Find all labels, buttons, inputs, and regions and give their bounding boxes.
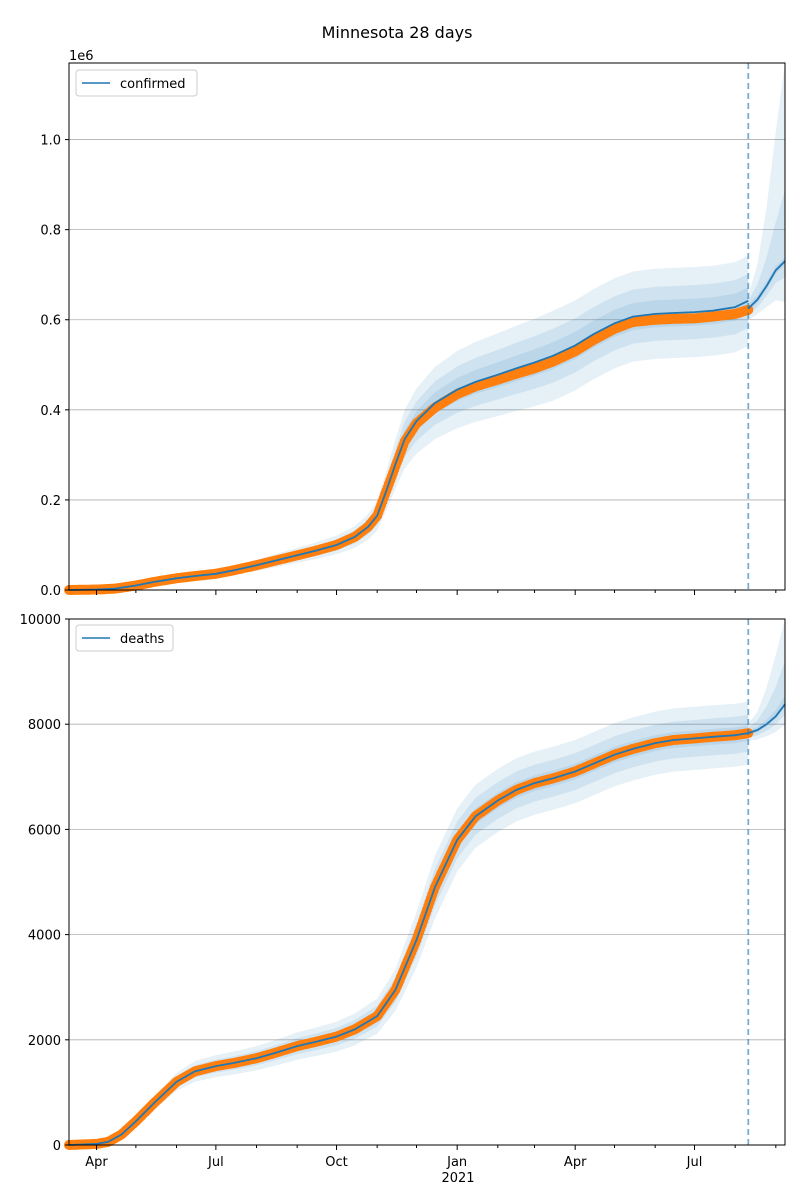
deaths-legend-label: deaths — [120, 632, 165, 647]
deaths-panel: 0 2000 4000 6000 8000 10000 Apr Jul Oct Jan Apr Ju… — [20, 613, 786, 1170]
deaths-legend[interactable]: deaths — [75, 624, 174, 652]
confirmed-forecast-line — [747, 260, 786, 310]
deaths-y-ticks: 0 2000 4000 6000 8000 10000 — [20, 613, 69, 1154]
x-tick-label: Apr — [85, 1155, 108, 1170]
confirmed-y-ticks: 0.0 0.2 0.4 0.6 0.8 1.0 — [40, 134, 69, 599]
deaths-lines — [68, 619, 786, 1146]
deaths-grid — [69, 618, 785, 1041]
confirmed-y-tick-label: 0.8 — [40, 224, 61, 239]
x-tick-label: Oct — [325, 1155, 347, 1170]
deaths-y-tick-label: 10000 — [20, 613, 61, 628]
deaths-y-tick-label: 4000 — [28, 929, 61, 944]
confirmed-legend[interactable]: confirmed — [75, 69, 198, 97]
deaths-y-tick-label: 6000 — [28, 823, 61, 838]
confirmed-y-tick-label: 1.0 — [40, 134, 61, 149]
figure-title: Minnesota 28 days — [322, 23, 473, 42]
confirmed-forecast-band — [748, 63, 785, 320]
deaths-y-tick-label: 2000 — [28, 1034, 61, 1049]
confirmed-fit-line — [68, 299, 749, 591]
confirmed-axes-frame — [68, 62, 786, 591]
confirmed-y-tick-label: 0.0 — [40, 584, 61, 599]
confirmed-x-ticks — [96, 590, 777, 595]
deaths-band — [69, 714, 749, 1145]
confirmed-y-tick-label: 0.6 — [40, 314, 61, 329]
confirmed-forecast-band — [748, 190, 785, 316]
deaths-legend-box — [75, 624, 174, 652]
deaths-band — [69, 701, 749, 1145]
deaths-forecast-band — [748, 660, 785, 738]
x-tick-label: Jul — [686, 1155, 703, 1170]
deaths-forecast-band — [748, 619, 785, 741]
deaths-forecast-line — [748, 703, 786, 734]
confirmed-panel: 0.0 0.2 0.4 0.6 0.8 1.0 1e6 confirmed — [40, 49, 786, 599]
x-tick-label: Jul — [207, 1155, 224, 1170]
deaths-bands — [69, 619, 785, 1145]
confirmed-y-tick-label: 0.4 — [40, 404, 61, 419]
confirmed-band — [69, 255, 749, 591]
confirmed-legend-label: confirmed — [120, 77, 186, 92]
deaths-axes-frame — [68, 618, 786, 1146]
x-axis-year-label: 2021 — [441, 1171, 474, 1186]
x-tick-label: Jan — [446, 1155, 467, 1170]
confirmed-bands — [69, 63, 785, 591]
confirmed-grid — [69, 139, 785, 501]
deaths-y-tick-label: 8000 — [28, 718, 61, 733]
confirmed-observed-point — [743, 304, 754, 315]
confirmed-offset-label: 1e6 — [69, 49, 94, 64]
confirmed-lines — [68, 63, 786, 591]
deaths-fit-line — [68, 732, 749, 1146]
deaths-y-tick-label: 0 — [53, 1139, 61, 1154]
confirmed-y-tick-label: 0.2 — [40, 494, 61, 509]
confirmed-legend-box — [75, 69, 198, 97]
x-tick-label: Apr — [564, 1155, 587, 1170]
deaths-x-ticks: Apr Jul Oct Jan Apr Jul — [85, 1145, 777, 1170]
